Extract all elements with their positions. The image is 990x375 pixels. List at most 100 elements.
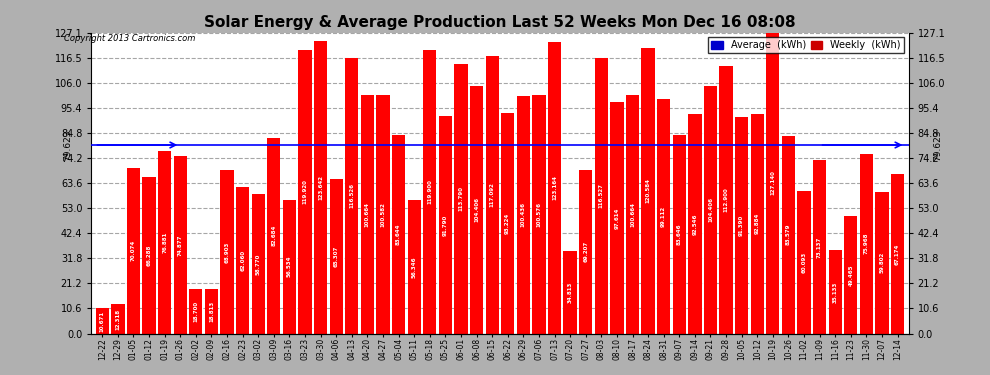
Text: 18.700: 18.700	[193, 301, 198, 322]
Bar	[891, 174, 904, 334]
Bar	[766, 33, 779, 334]
Text: 100.436: 100.436	[521, 202, 526, 227]
Bar	[143, 177, 155, 334]
Bar	[330, 179, 343, 334]
Bar	[579, 170, 592, 334]
Text: 62.060: 62.060	[241, 249, 246, 271]
Bar	[813, 160, 827, 334]
Text: 76.881: 76.881	[162, 232, 167, 253]
Bar	[688, 114, 702, 334]
Text: 10.671: 10.671	[100, 310, 105, 332]
Text: 99.112: 99.112	[661, 206, 666, 227]
Text: 59.802: 59.802	[879, 252, 884, 273]
Bar	[470, 86, 483, 334]
Bar	[610, 102, 624, 334]
Bar	[735, 117, 748, 334]
Bar	[392, 135, 405, 334]
Text: 112.900: 112.900	[724, 188, 729, 212]
Bar	[657, 99, 670, 334]
Text: 18.813: 18.813	[209, 301, 214, 322]
Text: 12.318: 12.318	[116, 308, 121, 330]
Bar	[251, 194, 265, 334]
Bar	[672, 135, 686, 334]
Bar	[533, 95, 545, 334]
Text: 83.644: 83.644	[396, 224, 401, 245]
Title: Solar Energy & Average Production Last 52 Weeks Mon Dec 16 08:08: Solar Energy & Average Production Last 5…	[204, 15, 796, 30]
Text: 56.346: 56.346	[412, 256, 417, 278]
Text: 92.546: 92.546	[692, 213, 697, 235]
Bar	[517, 96, 530, 334]
Text: 100.582: 100.582	[380, 202, 385, 227]
Bar	[829, 251, 842, 334]
Text: 119.900: 119.900	[428, 179, 433, 204]
Text: 60.093: 60.093	[802, 252, 807, 273]
Bar	[595, 58, 608, 334]
Text: 70.074: 70.074	[131, 240, 136, 261]
Text: 104.406: 104.406	[708, 198, 713, 222]
Text: 58.770: 58.770	[255, 253, 260, 274]
Bar	[439, 116, 452, 334]
Bar	[127, 168, 141, 334]
Bar	[346, 58, 358, 334]
Text: 97.614: 97.614	[615, 207, 620, 229]
Text: 104.406: 104.406	[474, 198, 479, 222]
Text: 79.623: 79.623	[933, 129, 942, 161]
Text: 75.968: 75.968	[864, 233, 869, 254]
Text: 113.790: 113.790	[458, 186, 463, 211]
Text: 123.164: 123.164	[552, 175, 557, 200]
Text: 91.790: 91.790	[443, 214, 447, 236]
Bar	[111, 304, 125, 334]
Text: 100.664: 100.664	[365, 202, 370, 227]
Bar	[454, 64, 467, 334]
Text: 83.646: 83.646	[677, 224, 682, 245]
Bar	[314, 41, 328, 334]
Text: Copyright 2013 Cartronics.com: Copyright 2013 Cartronics.com	[64, 34, 196, 43]
Bar	[563, 251, 577, 334]
Bar	[704, 86, 717, 334]
Text: 120.584: 120.584	[645, 178, 650, 203]
Text: 66.288: 66.288	[147, 244, 151, 266]
Text: 35.133: 35.133	[833, 281, 838, 303]
Bar	[720, 66, 733, 334]
Text: 100.664: 100.664	[630, 202, 635, 227]
Text: 74.877: 74.877	[178, 234, 183, 256]
Text: 117.092: 117.092	[490, 183, 495, 207]
Bar	[782, 136, 795, 334]
Text: 116.527: 116.527	[599, 183, 604, 208]
Text: 69.207: 69.207	[583, 241, 588, 262]
Text: 68.903: 68.903	[225, 241, 230, 262]
Legend: Average  (kWh), Weekly  (kWh): Average (kWh), Weekly (kWh)	[708, 38, 904, 53]
Bar	[642, 48, 654, 334]
Bar	[844, 216, 857, 334]
Bar	[501, 113, 515, 334]
Bar	[267, 138, 280, 334]
Text: 34.813: 34.813	[567, 282, 572, 303]
Bar	[750, 114, 764, 334]
Text: 49.465: 49.465	[848, 264, 853, 286]
Bar	[298, 50, 312, 334]
Text: 65.307: 65.307	[334, 246, 339, 267]
Bar	[158, 152, 171, 334]
Text: 116.526: 116.526	[349, 183, 354, 208]
Bar	[173, 156, 187, 334]
Bar	[797, 191, 811, 334]
Text: 93.224: 93.224	[505, 213, 510, 234]
Text: 119.920: 119.920	[303, 179, 308, 204]
Bar	[859, 154, 873, 334]
Text: 100.576: 100.576	[537, 202, 542, 227]
Text: 91.390: 91.390	[740, 215, 744, 236]
Text: 83.579: 83.579	[786, 224, 791, 245]
Bar	[360, 95, 374, 334]
Bar	[547, 42, 561, 334]
Bar	[376, 95, 390, 334]
Bar	[626, 95, 640, 334]
Bar	[283, 200, 296, 334]
Bar	[408, 200, 421, 334]
Text: 79.623: 79.623	[63, 129, 72, 161]
Text: 56.534: 56.534	[287, 256, 292, 278]
Text: 123.642: 123.642	[318, 175, 323, 200]
Text: 127.140: 127.140	[770, 171, 775, 195]
Bar	[96, 308, 109, 334]
Bar	[875, 192, 889, 334]
Text: 82.684: 82.684	[271, 225, 276, 246]
